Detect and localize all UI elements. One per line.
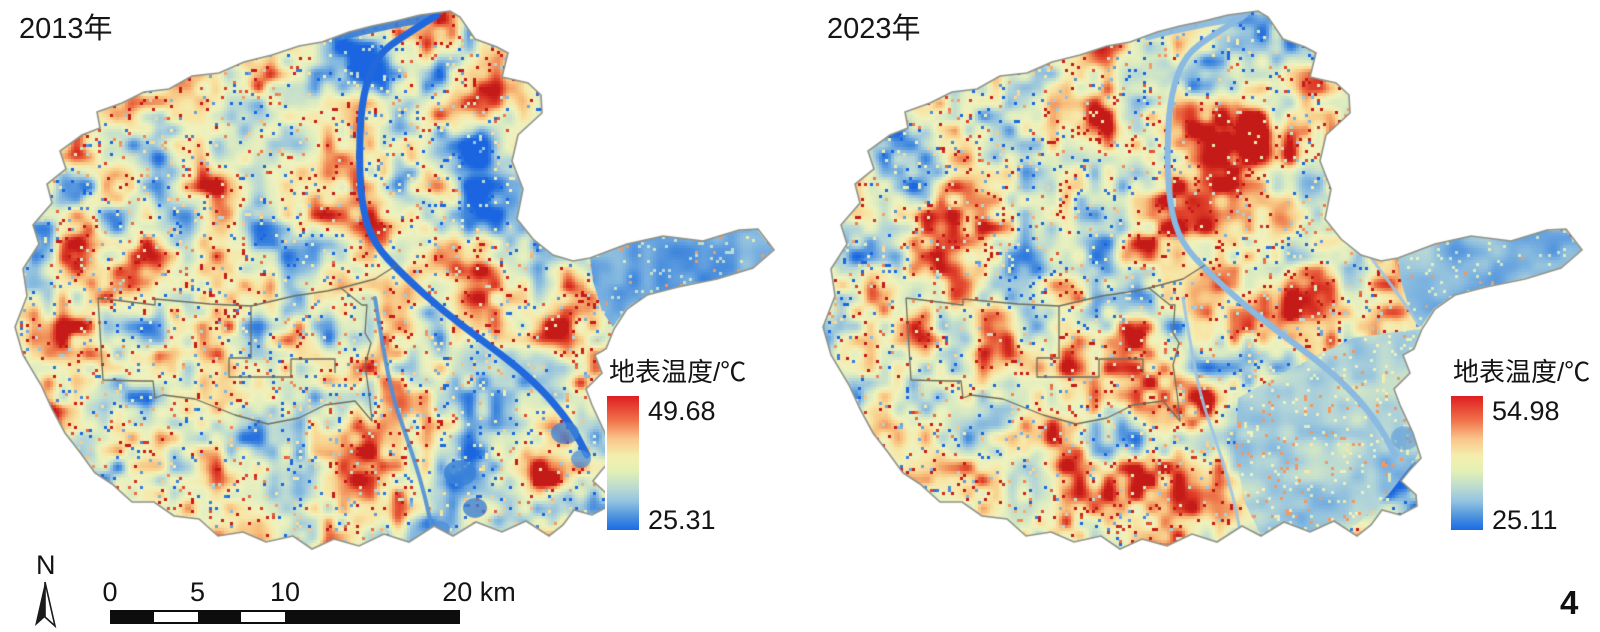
scalebar: 0 5 10 20 km — [95, 579, 555, 629]
legend-min-value-2023: 25.11 — [1492, 505, 1558, 535]
legend-min-value-2013: 25.31 — [648, 505, 716, 535]
legend-max-value-2013: 49.68 — [648, 396, 716, 426]
north-arrow: N — [28, 552, 74, 630]
scalebar-tick-label: 0 — [102, 577, 118, 607]
legend-title-2013: 地表温度/℃ — [609, 357, 747, 387]
map-panel-2013: 2013年 地表温度/℃ 49.68 25.31 — [5, 3, 787, 563]
scalebar-bar — [110, 610, 460, 624]
scalebar-white-segment — [241, 612, 285, 622]
scalebar-tick-label: 10 — [269, 577, 301, 607]
legend-body-2023: 54.98 25.11 — [1451, 396, 1600, 534]
temperature-colorbar-2023 — [1451, 396, 1483, 530]
legend-title-2023: 地表温度/℃ — [1453, 357, 1591, 387]
legend-2023: 地表温度/℃ 54.98 25.11 — [1449, 350, 1600, 534]
north-arrow-label: N — [36, 550, 56, 580]
north-arrow-icon — [35, 581, 57, 629]
legend-max-value-2023: 54.98 — [1492, 396, 1560, 426]
scalebar-tick-label: 5 — [189, 577, 206, 607]
page-number: 4 — [1560, 584, 1579, 621]
temperature-colorbar-2013 — [607, 396, 639, 530]
scalebar-white-segment — [153, 612, 198, 622]
legend-2013: 地表温度/℃ 49.68 25.31 — [605, 350, 775, 534]
map-title-2023: 2023年 — [827, 13, 921, 45]
legend-body-2013: 49.68 25.31 — [607, 396, 775, 534]
map-panel-2023: 2023年 地表温度/℃ 54.98 25.11 — [813, 3, 1600, 563]
map-title-2013: 2013年 — [19, 13, 113, 45]
scalebar-tick-label: 20 km — [442, 577, 516, 607]
scalebar-labels: 0 5 10 20 km — [95, 579, 555, 607]
